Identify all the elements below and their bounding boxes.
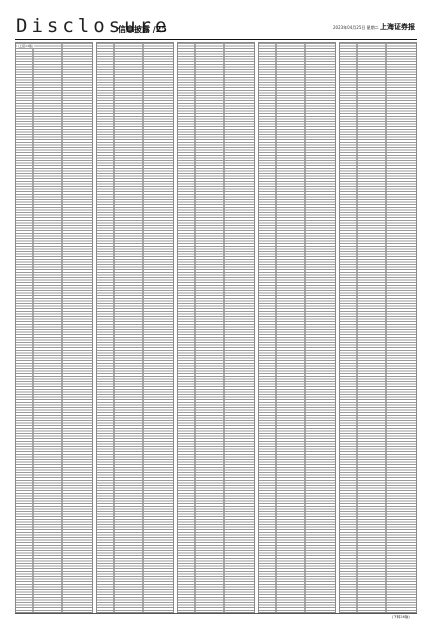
masthead: Disclosure 信息披露 /25 2023年04月25日 星期二 上海证券… [0, 0, 428, 44]
table-column [339, 42, 417, 613]
header-rule [15, 39, 417, 40]
page-continuation: (下转26版) [392, 615, 410, 619]
table-column: (上接24版) [15, 42, 93, 613]
table-columns: (上接24版) [15, 42, 417, 613]
newspaper-name: 上海证券报 [380, 22, 415, 31]
table-column [177, 42, 255, 613]
dateline: 2023年04月25日 星期二 [333, 25, 379, 30]
brand-wordmark: Disclosure [16, 15, 171, 37]
continuation-note: (上接24版) [17, 44, 35, 48]
footer-rule [15, 613, 417, 614]
table-column [258, 42, 336, 613]
table-column [96, 42, 174, 613]
section-title: 信息披露 /25 [118, 24, 167, 34]
